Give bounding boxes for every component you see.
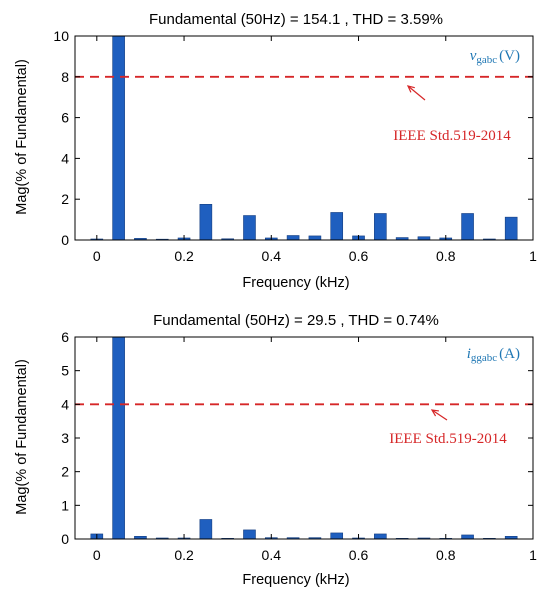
- y-tick-label: 6: [61, 329, 69, 345]
- y-tick-label: 6: [61, 110, 69, 126]
- y-tick-label: 4: [61, 150, 69, 166]
- reference-label: IEEE Std.519-2014: [393, 128, 511, 144]
- bar-17: [461, 213, 474, 241]
- bar-1: [112, 35, 125, 241]
- bar-5: [199, 519, 213, 540]
- bar-17: [461, 534, 474, 540]
- x-tick-label: 0.6: [349, 547, 369, 563]
- y-tick-label: 0: [61, 232, 69, 248]
- chart-panel-current: Fundamental (50Hz) = 29.5 , THD = 0.74% …: [14, 312, 537, 588]
- signal-label: vgabc (V): [470, 48, 520, 66]
- y-axis-label: Mag(% of Fundamental): [14, 359, 30, 515]
- bar-7: [243, 215, 256, 241]
- x-tick-label: 0: [93, 248, 101, 264]
- bar-10: [308, 235, 322, 241]
- reference-arrowhead: [430, 409, 440, 417]
- x-tick-label: 0.2: [174, 248, 194, 264]
- y-tick-label: 10: [53, 28, 69, 44]
- chart-title: Fundamental (50Hz) = 29.5 , THD = 0.74%: [153, 312, 439, 329]
- x-tick-label: 0.6: [349, 248, 369, 264]
- chart-title: Fundamental (50Hz) = 154.1 , THD = 3.59%: [149, 11, 443, 28]
- bar-11: [330, 532, 344, 540]
- signal-subscript: gabc: [476, 54, 497, 66]
- bar-19: [504, 216, 518, 241]
- y-tick-label: 1: [61, 497, 69, 513]
- y-axis-ticks: 0 2 4 6 8 10: [53, 28, 533, 248]
- y-tick-label: 2: [61, 191, 69, 207]
- x-tick-label: 0.2: [174, 547, 194, 563]
- x-tick-label: 0.4: [262, 248, 282, 264]
- bar-group: [90, 336, 518, 540]
- reference-label: IEEE Std.519-2014: [389, 431, 507, 447]
- y-tick-label: 2: [61, 464, 69, 480]
- y-tick-label: 5: [61, 363, 69, 379]
- bar-11: [330, 212, 344, 241]
- y-tick-label: 0: [61, 531, 69, 547]
- signal-label: iggabc (A): [467, 346, 520, 364]
- reference-line-group: IEEE Std.519-2014: [75, 75, 533, 144]
- y-axis-ticks: 0 1 2 3 4 5 6: [61, 329, 533, 547]
- axes-frame: [74, 35, 534, 241]
- signal-subscript: ggabc: [471, 352, 497, 364]
- x-tick-label: 0.4: [262, 547, 282, 563]
- signal-unit: (A): [499, 346, 520, 362]
- x-tick-label: 0.8: [436, 547, 456, 563]
- reference-arrowhead: [406, 85, 415, 93]
- plot-border: [74, 35, 534, 241]
- chart-panel-voltage: Fundamental (50Hz) = 154.1 , THD = 3.59%…: [14, 11, 537, 291]
- bar-7: [243, 529, 256, 540]
- x-tick-label: 0.8: [436, 248, 456, 264]
- x-tick-label: 1: [529, 547, 537, 563]
- signal-unit: (V): [499, 48, 520, 64]
- signal-name: v: [470, 48, 477, 64]
- reference-arrow: [431, 409, 448, 421]
- y-tick-label: 8: [61, 69, 69, 85]
- bar-13: [374, 213, 387, 241]
- y-tick-label: 4: [61, 396, 69, 412]
- signal-name: i: [467, 346, 471, 362]
- y-tick-label: 3: [61, 430, 69, 446]
- bar-1: [112, 336, 125, 540]
- reference-arrow: [407, 85, 426, 101]
- x-axis-label: Frequency (kHz): [242, 275, 349, 291]
- bar-5: [199, 204, 213, 241]
- x-axis-label: Frequency (kHz): [242, 572, 349, 588]
- x-axis-ticks: 0 0.2 0.4 0.6 0.8 1: [93, 337, 537, 563]
- reference-line-group: IEEE Std.519-2014: [75, 403, 533, 447]
- bar-13: [374, 533, 387, 540]
- bar-9: [286, 235, 300, 241]
- x-axis-ticks: 0 0.2 0.4 0.6 0.8 1: [93, 36, 537, 264]
- x-tick-label: 0: [93, 547, 101, 563]
- x-tick-label: 1: [529, 248, 537, 264]
- y-axis-label: Mag(% of Fundamental): [14, 59, 30, 215]
